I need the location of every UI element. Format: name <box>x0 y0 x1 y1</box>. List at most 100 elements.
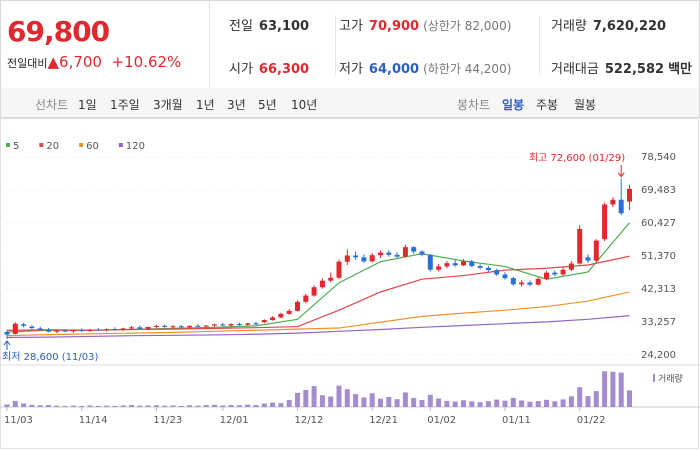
candle-body <box>311 287 317 296</box>
candle-body <box>386 252 392 255</box>
volume-bar <box>137 405 143 407</box>
volume-bar <box>469 401 475 407</box>
y-tick-label: 51,370 <box>641 251 676 262</box>
separator <box>539 15 540 75</box>
candle-body <box>245 323 251 325</box>
period-button[interactable]: 3년 <box>227 98 246 112</box>
volume-bar <box>70 405 76 407</box>
candle-body <box>261 320 267 323</box>
y-tick-label: 33,257 <box>641 317 676 328</box>
volume-bar <box>278 403 284 407</box>
candle-body <box>353 255 359 258</box>
candle-body <box>610 199 616 205</box>
period-button[interactable]: 1일 <box>78 98 97 112</box>
candle-body <box>153 325 159 327</box>
candle-body <box>195 325 201 327</box>
candle-body <box>21 324 27 326</box>
candle-body <box>502 274 508 279</box>
candle-body <box>62 330 68 332</box>
volume-bar <box>319 395 325 407</box>
y-tick-label: 24,200 <box>641 350 676 361</box>
volume-bar <box>477 402 483 407</box>
volume-bar <box>427 394 433 407</box>
candle-button[interactable]: 주봉 <box>536 98 559 112</box>
volume-bar <box>535 401 541 407</box>
volume-bar <box>245 404 251 407</box>
x-tick-label: 11/14 <box>79 415 108 426</box>
candle-body <box>436 266 442 270</box>
field-note: (상한가 82,000) <box>423 19 512 33</box>
candle-body <box>510 278 516 285</box>
volume-bar <box>494 399 500 407</box>
candle-body <box>444 263 450 267</box>
candle-body <box>544 272 549 279</box>
volume-bar <box>295 392 300 407</box>
x-tick-label: 01/02 <box>427 415 456 426</box>
volume-bar <box>544 399 549 407</box>
volume-bar <box>4 404 10 407</box>
period-button[interactable]: 10년 <box>291 98 318 112</box>
candle-button[interactable]: 일봉 <box>502 98 525 112</box>
candle-body <box>319 280 325 288</box>
volume-bar <box>37 405 43 407</box>
volume-bar <box>411 398 417 407</box>
volume-bar <box>419 400 425 407</box>
volume-bar <box>87 405 93 407</box>
candle-body <box>278 313 284 318</box>
volume-bar <box>145 405 151 407</box>
volume-bar <box>402 392 408 407</box>
candle-body <box>145 326 151 329</box>
candle-body <box>602 204 608 240</box>
volume-bar <box>95 405 101 407</box>
volume-bar <box>519 400 525 407</box>
candle-body <box>253 323 259 325</box>
candle-body <box>46 329 51 332</box>
period-button[interactable]: 3개월 <box>153 98 183 112</box>
candle-body <box>477 266 483 268</box>
field-label: 시가 <box>229 62 253 77</box>
candle-body <box>394 254 400 257</box>
quote-field: 거래대금 522,582 백만 <box>551 58 692 77</box>
volume-bar <box>552 401 558 407</box>
legend-label: 60 <box>86 141 99 152</box>
volume-bar <box>228 405 234 407</box>
candle-body <box>627 188 632 202</box>
candle-button[interactable]: 월봉 <box>574 98 597 112</box>
field-label: 거래대금 <box>551 62 599 77</box>
candle-body <box>37 328 43 330</box>
volume-bar <box>220 405 226 407</box>
candle-body <box>95 329 101 331</box>
legend-label: 120 <box>126 141 145 152</box>
candle-body <box>303 295 309 302</box>
candle-body <box>361 257 367 262</box>
candle-body <box>203 325 209 327</box>
period-button[interactable]: 1년 <box>196 98 215 112</box>
volume-bar <box>46 405 51 407</box>
candle-body <box>270 317 276 321</box>
candle-body <box>552 272 558 275</box>
period-button[interactable]: 1주일 <box>110 98 140 112</box>
ma-line <box>6 255 630 331</box>
volume-bar <box>394 399 400 407</box>
period-button[interactable]: 5년 <box>258 98 277 112</box>
change: 전일대비▲6,700 +10.62% <box>7 53 181 71</box>
legend-label: 5 <box>13 141 19 152</box>
candle-body <box>70 330 76 332</box>
volume-bar <box>29 404 35 407</box>
field-value: 7,620,220 <box>592 19 667 34</box>
y-tick-label: 78,540 <box>641 152 676 163</box>
candle-body <box>452 263 458 266</box>
volume-bar <box>386 396 392 407</box>
candle-body <box>54 330 60 332</box>
y-tick-label: 60,427 <box>641 218 676 229</box>
low-annotation: 최저 28,600 (11/03) <box>2 351 98 363</box>
candle-body <box>427 254 433 270</box>
line-chart-label: 선차트 <box>35 98 69 112</box>
volume-bar <box>170 405 176 407</box>
volume-bar <box>303 390 309 407</box>
candle-body <box>378 252 383 256</box>
candle-body <box>4 332 10 335</box>
low-arrowhead <box>3 340 11 346</box>
change-label: 전일대비 <box>7 57 48 70</box>
